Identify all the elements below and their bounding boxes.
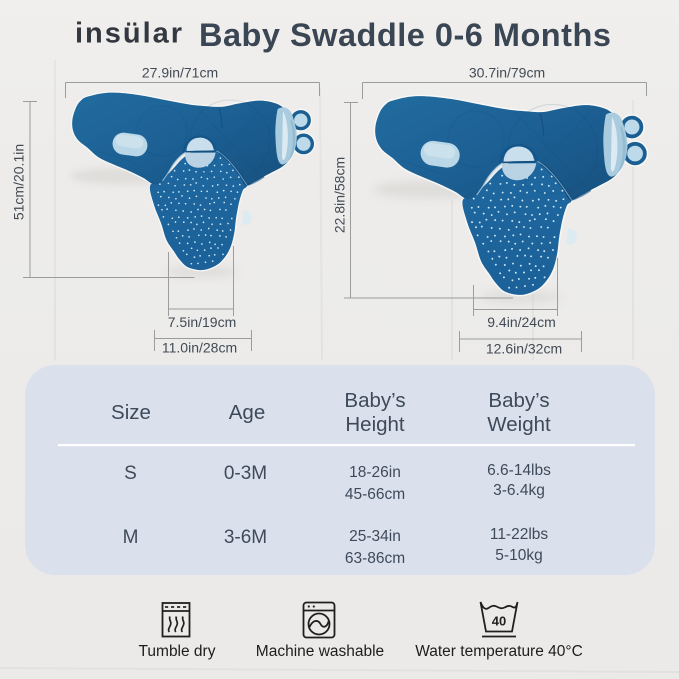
svg-text:22.8in/58cm: 22.8in/58cm (332, 157, 348, 233)
svg-text:3-6.4kg: 3-6.4kg (493, 482, 545, 499)
svg-text:Height: Height (345, 413, 405, 436)
svg-text:51cm/20.1in: 51cm/20.1in (11, 144, 27, 220)
svg-text:Baby’s: Baby’s (488, 389, 549, 412)
svg-text:Size: Size (111, 401, 151, 424)
svg-text:7.5in/19cm: 7.5in/19cm (168, 314, 236, 330)
svg-text:Weight: Weight (487, 413, 551, 436)
svg-text:S: S (124, 463, 137, 484)
svg-text:insülar: insülar (75, 18, 184, 50)
svg-text:27.9in/71cm: 27.9in/71cm (142, 65, 218, 81)
svg-text:Age: Age (229, 401, 265, 424)
svg-text:18-26in: 18-26in (349, 464, 401, 481)
svg-text:Baby’s: Baby’s (344, 389, 405, 412)
svg-text:12.6in/32cm: 12.6in/32cm (486, 341, 562, 357)
svg-text:30.7in/79cm: 30.7in/79cm (469, 65, 545, 81)
svg-text:40: 40 (492, 614, 506, 629)
svg-text:5-10kg: 5-10kg (495, 547, 542, 564)
svg-text:Water temperature 40°C: Water temperature 40°C (415, 643, 583, 660)
svg-text:63-86cm: 63-86cm (345, 550, 405, 567)
svg-text:25-34in: 25-34in (349, 528, 401, 545)
svg-text:11.0in/28cm: 11.0in/28cm (162, 340, 237, 356)
svg-text:9.4in/24cm: 9.4in/24cm (487, 314, 555, 330)
svg-text:Machine washable: Machine washable (256, 643, 384, 660)
svg-text:45-66cm: 45-66cm (345, 486, 405, 503)
svg-text:0-3M: 0-3M (224, 463, 267, 484)
svg-text:3-6M: 3-6M (224, 527, 267, 548)
svg-text:M: M (123, 527, 139, 548)
svg-text:6.6-14lbs: 6.6-14lbs (487, 462, 551, 479)
svg-text:Tumble dry: Tumble dry (139, 643, 216, 660)
svg-text:Baby Swaddle 0-6 Months: Baby Swaddle 0-6 Months (199, 17, 611, 53)
svg-text:11-22lbs: 11-22lbs (490, 526, 549, 543)
